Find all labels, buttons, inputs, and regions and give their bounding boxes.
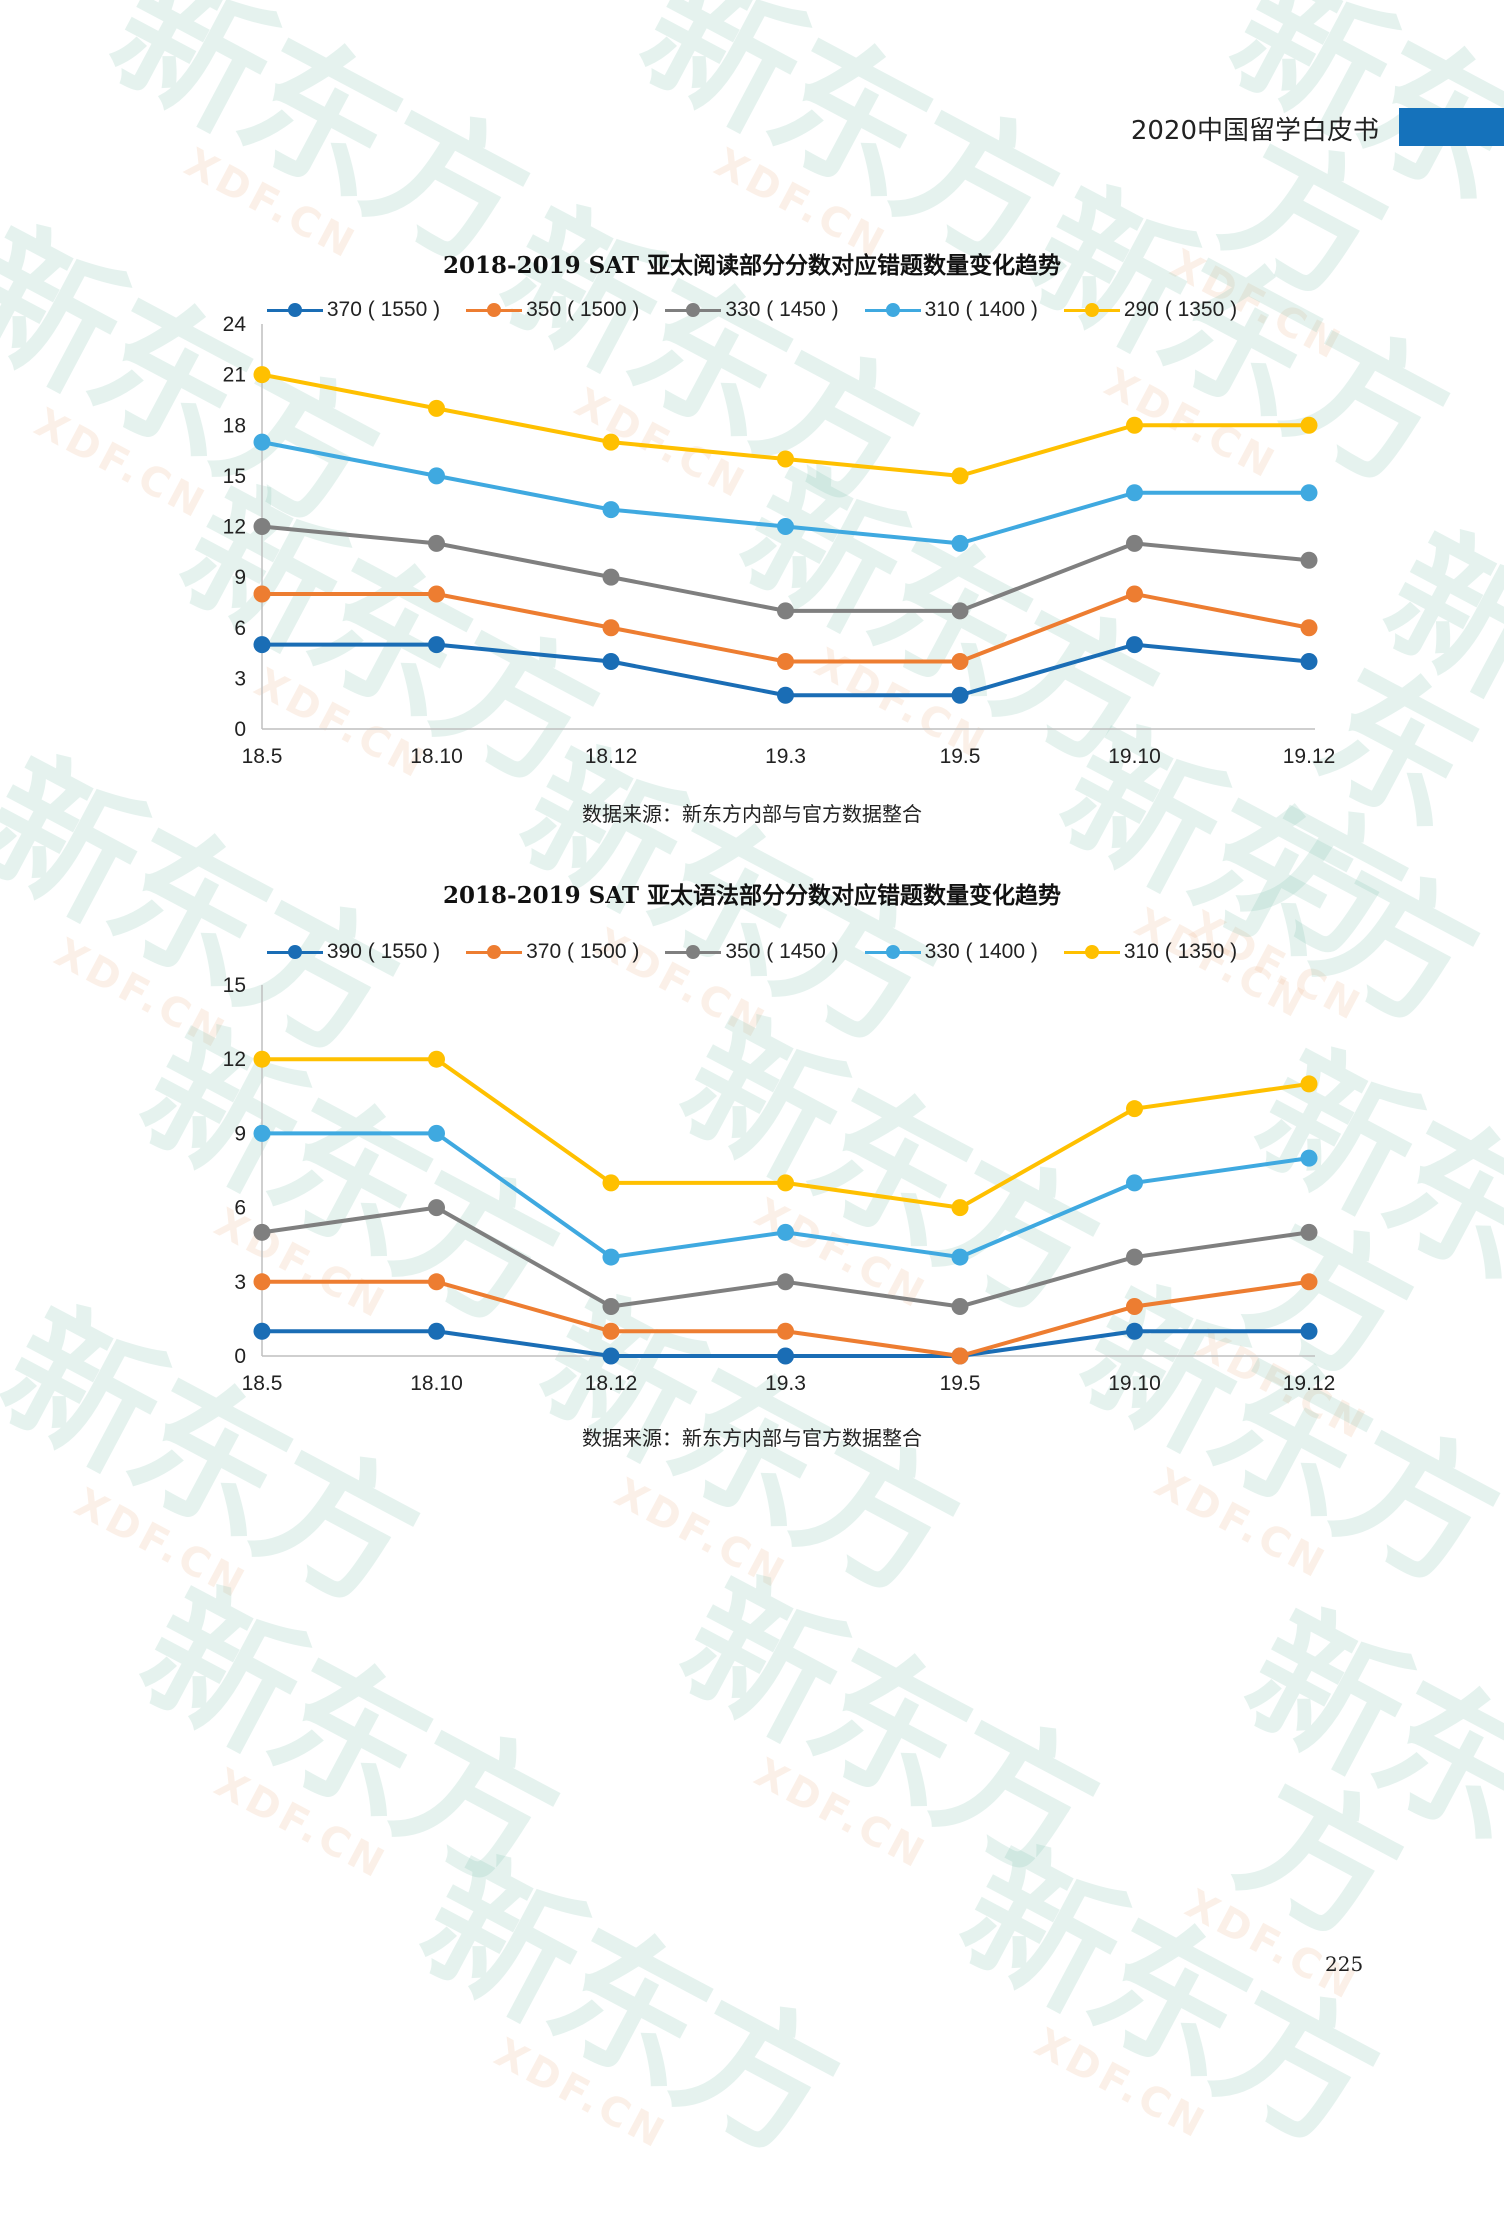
grammar-y-tick-label: 3 <box>234 1271 246 1294</box>
grammar-data-point <box>603 1174 620 1191</box>
grammar-data-point <box>777 1323 794 1340</box>
grammar-data-point <box>603 1348 620 1365</box>
grammar-series-line-2 <box>262 1208 1309 1307</box>
grammar-series-line-1 <box>262 1282 1309 1356</box>
grammar-data-point <box>254 1125 271 1142</box>
grammar-data-point <box>1126 1100 1143 1117</box>
grammar-data-point <box>1126 1298 1143 1315</box>
grammar-data-point <box>952 1298 969 1315</box>
grammar-y-tick-label: 0 <box>234 1345 246 1368</box>
grammar-data-point <box>428 1125 445 1142</box>
grammar-data-point <box>777 1174 794 1191</box>
watermark-logo: 新东方 XDF.CN <box>1118 1584 1504 2042</box>
grammar-data-point <box>428 1323 445 1340</box>
grammar-data-point <box>777 1224 794 1241</box>
grammar-line-chart: 0 3 6 9 12 15 18.5 18.10 18.12 19.3 19.5 19.10 19.12 <box>0 0 1504 1420</box>
grammar-data-point <box>777 1348 794 1365</box>
watermark-logo: 新东方 XDF.CN <box>639 1560 1112 1936</box>
grammar-data-point <box>428 1273 445 1290</box>
grammar-data-point <box>254 1323 271 1340</box>
grammar-data-point <box>1126 1323 1143 1340</box>
watermark-logo: 新东方 XDF.CN <box>99 1570 572 1946</box>
watermark-logo: 新东方 XDF.CN <box>379 1840 852 2216</box>
watermark-logo: 新东方 XDF.CN <box>919 1830 1392 2206</box>
grammar-chart-source: 数据来源：新东方内部与官方数据整合 <box>0 1422 1504 1451</box>
grammar-y-tick-label: 12 <box>223 1048 246 1071</box>
grammar-data-point <box>1301 1273 1318 1290</box>
grammar-data-point <box>1301 1323 1318 1340</box>
grammar-data-point <box>254 1051 271 1068</box>
grammar-x-tick-label: 19.12 <box>1283 1372 1336 1395</box>
grammar-y-tick-label: 15 <box>223 974 246 997</box>
grammar-x-tick-label: 19.3 <box>765 1372 806 1395</box>
grammar-data-point <box>428 1051 445 1068</box>
grammar-data-point <box>428 1199 445 1216</box>
grammar-x-tick-label: 19.5 <box>940 1372 981 1395</box>
grammar-data-point <box>603 1298 620 1315</box>
grammar-data-point <box>1126 1174 1143 1191</box>
grammar-data-point <box>777 1273 794 1290</box>
grammar-data-point <box>603 1323 620 1340</box>
page-number: 225 <box>1325 1952 1363 1976</box>
grammar-data-point <box>1301 1150 1318 1167</box>
grammar-data-point <box>1126 1249 1143 1266</box>
grammar-x-tick-label: 18.10 <box>410 1372 463 1395</box>
grammar-data-point <box>952 1348 969 1365</box>
grammar-data-point <box>254 1273 271 1290</box>
grammar-data-point <box>254 1224 271 1241</box>
grammar-data-point <box>952 1249 969 1266</box>
grammar-data-point <box>952 1199 969 1216</box>
grammar-data-point <box>1301 1224 1318 1241</box>
grammar-data-point <box>1301 1075 1318 1092</box>
grammar-x-tick-label: 19.10 <box>1108 1372 1161 1395</box>
grammar-y-tick-label: 9 <box>234 1122 246 1145</box>
grammar-x-tick-label: 18.12 <box>585 1372 638 1395</box>
grammar-x-tick-label: 18.5 <box>242 1372 283 1395</box>
grammar-y-tick-label: 6 <box>234 1197 246 1220</box>
grammar-data-point <box>603 1249 620 1266</box>
